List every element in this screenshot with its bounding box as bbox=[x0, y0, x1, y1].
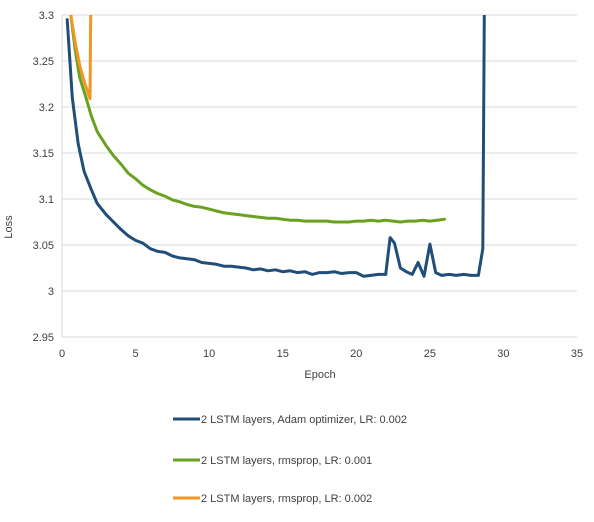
y-tick-label: 3.1 bbox=[39, 194, 54, 206]
plot-area bbox=[61, 15, 577, 338]
y-tick-label: 3.2 bbox=[39, 102, 54, 114]
series-line-3 bbox=[69, 15, 93, 101]
series-line-1 bbox=[65, 15, 486, 278]
legend: 2 LSTM layers, Adam optimizer, LR: 0.002… bbox=[173, 414, 407, 505]
x-tick-label: 5 bbox=[133, 348, 139, 360]
legend-label: 2 LSTM layers, rmsprop, LR: 0.001 bbox=[201, 455, 372, 467]
y-tick-label: 3.15 bbox=[33, 148, 54, 160]
x-tick-label: 30 bbox=[497, 348, 509, 360]
x-axis-title: Epoch bbox=[304, 369, 335, 381]
x-tick-label: 35 bbox=[571, 348, 583, 360]
legend-label: 2 LSTM layers, Adam optimizer, LR: 0.002 bbox=[201, 414, 407, 426]
y-tick-label: 3.05 bbox=[33, 240, 54, 252]
x-tick-label: 0 bbox=[59, 348, 65, 360]
x-tick-label: 10 bbox=[203, 348, 215, 360]
x-tick-labels: 0 5 10 15 20 25 30 35 bbox=[59, 348, 583, 360]
x-tick-label: 15 bbox=[277, 348, 289, 360]
x-tick-label: 25 bbox=[424, 348, 436, 360]
y-tick-labels: 2.95 3 3.05 3.1 3.15 3.2 3.25 3.3 bbox=[33, 10, 54, 344]
legend-label: 2 LSTM layers, rmsprop, LR: 0.002 bbox=[201, 493, 372, 505]
horizontal-gridlines bbox=[62, 14, 577, 292]
x-tick-label: 20 bbox=[350, 348, 362, 360]
y-tick-label: 3 bbox=[48, 286, 54, 298]
y-tick-label: 3.25 bbox=[33, 56, 54, 68]
series-line-2 bbox=[69, 15, 447, 224]
y-tick-label: 3.3 bbox=[39, 10, 54, 22]
series-lines bbox=[65, 15, 486, 278]
y-axis-title: Loss bbox=[3, 215, 15, 239]
y-tick-label: 2.95 bbox=[33, 332, 54, 344]
